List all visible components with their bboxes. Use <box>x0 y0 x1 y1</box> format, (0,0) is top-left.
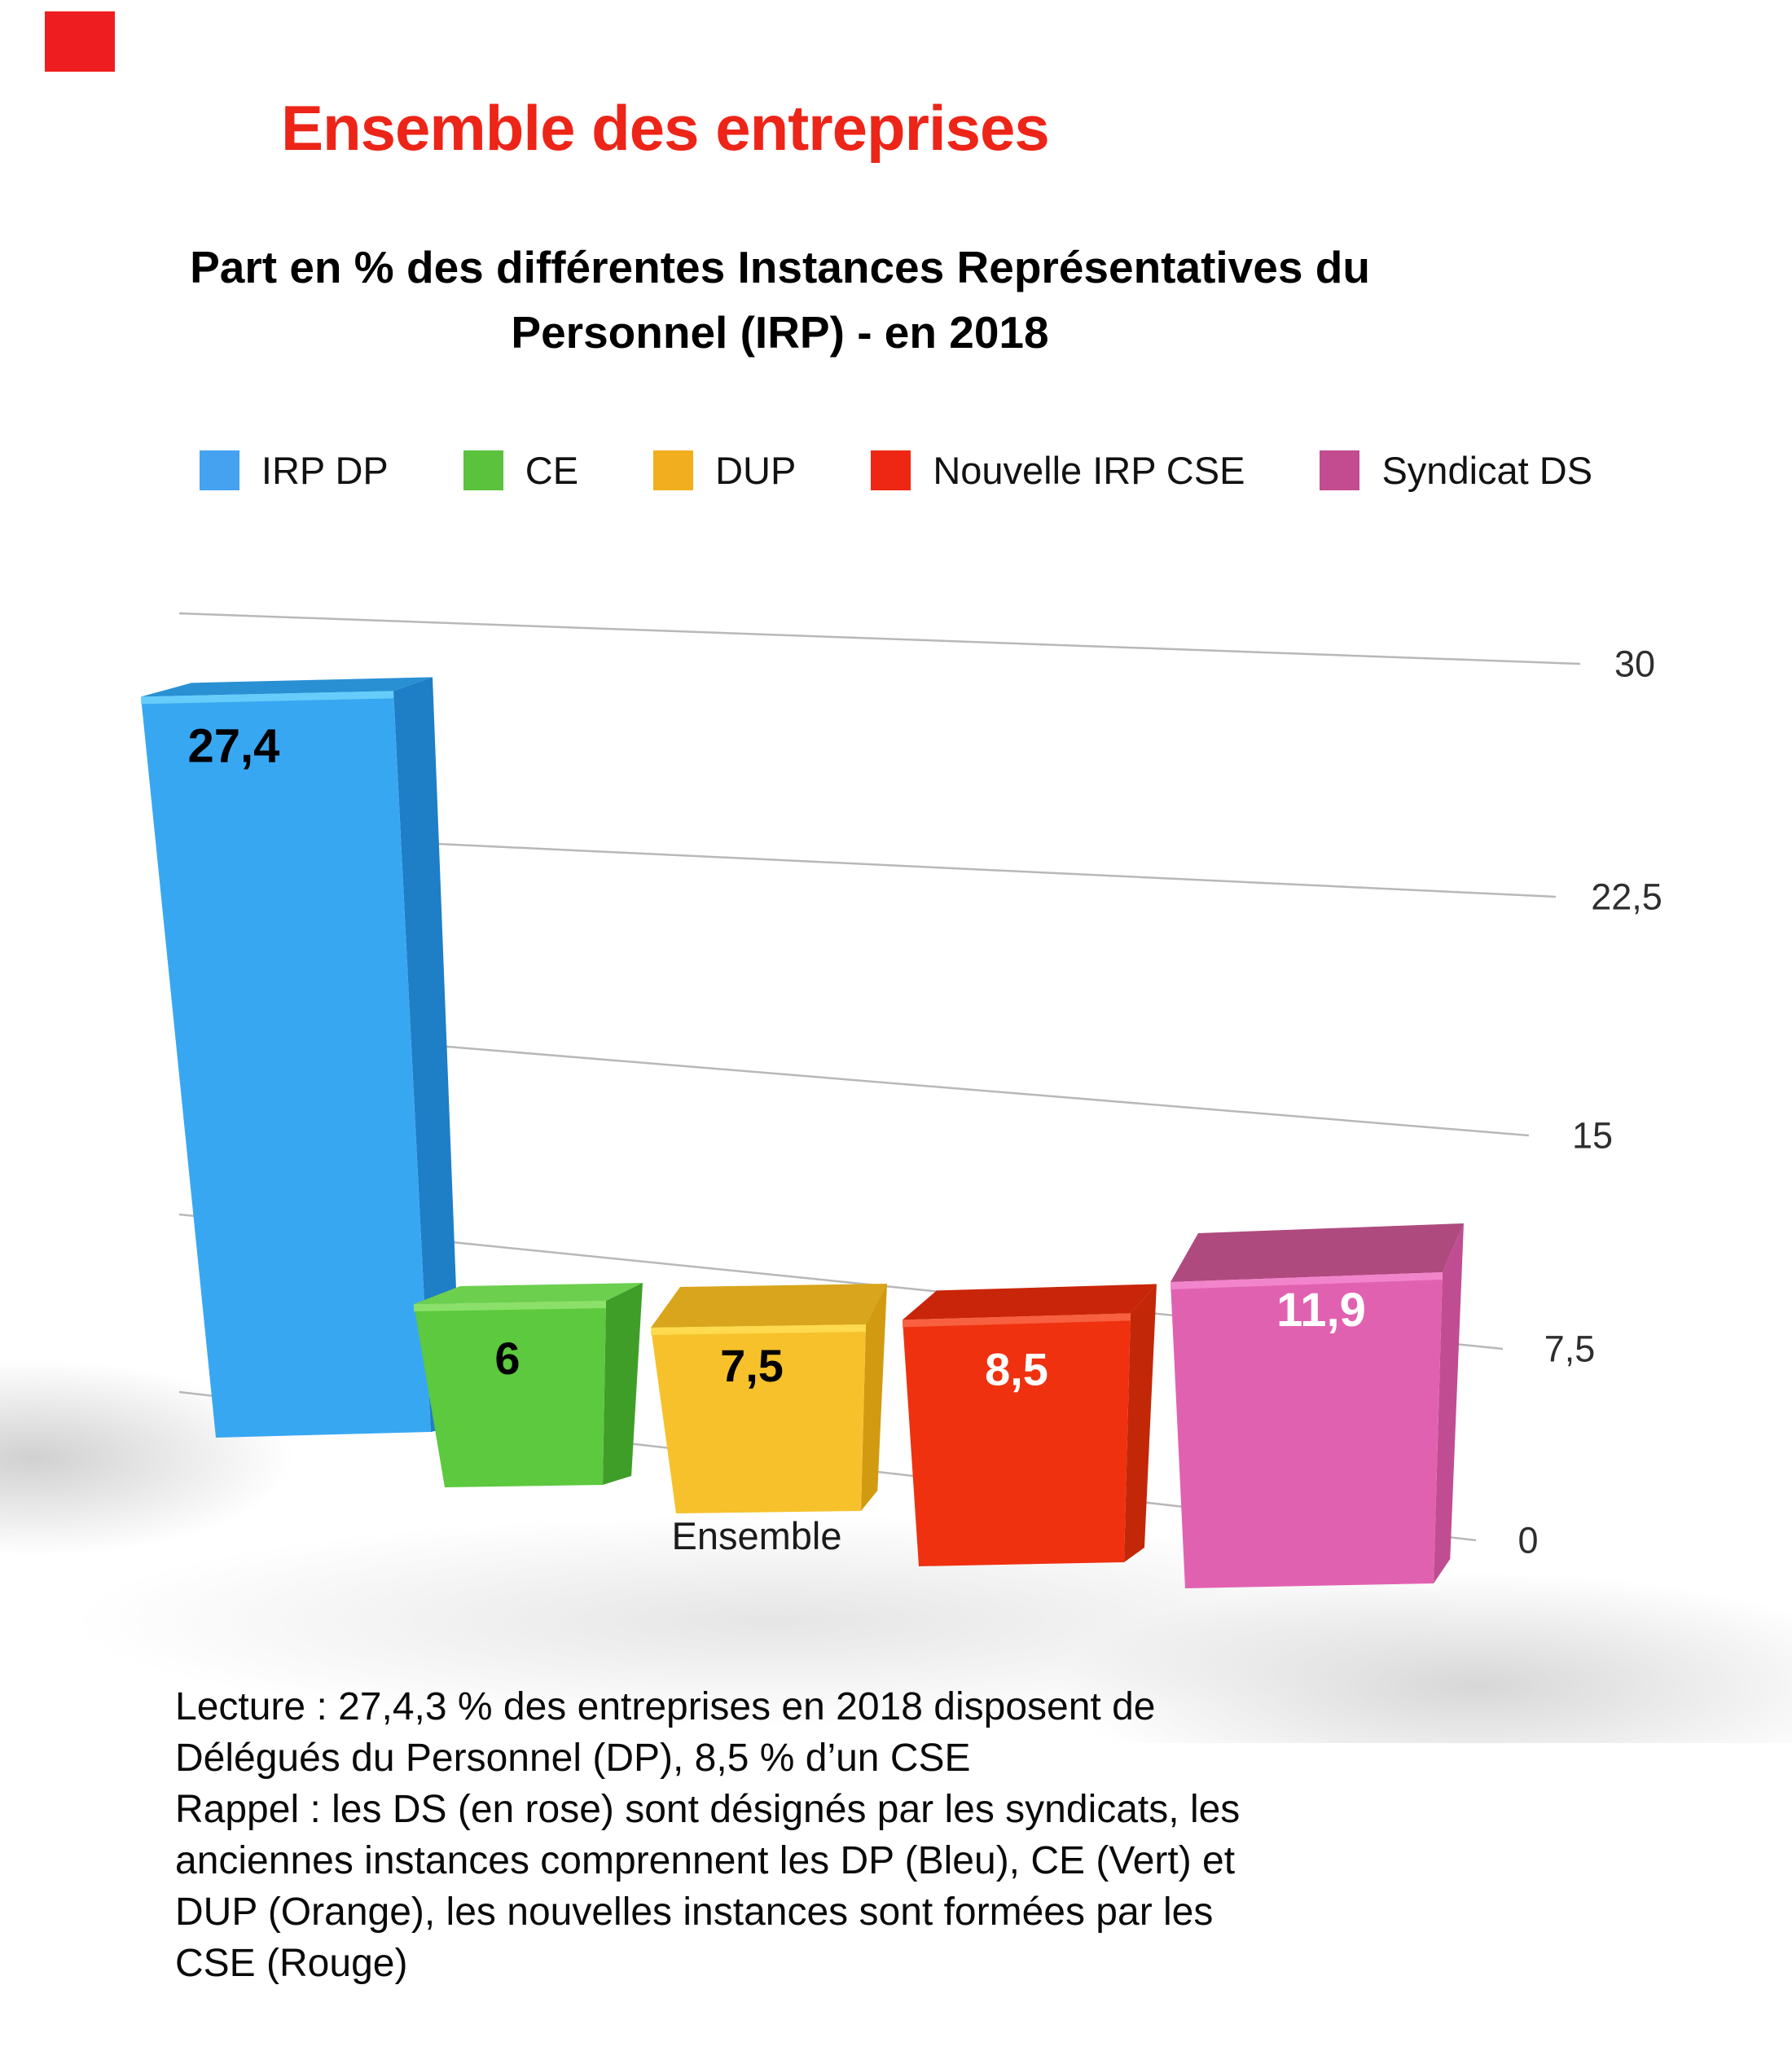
legend-item-syndicat-ds: Syndicat DS <box>1320 448 1592 493</box>
bar-top-face <box>903 1284 1157 1320</box>
bar-value-label: 6 <box>494 1333 520 1384</box>
bar-ce: 6 <box>414 1283 643 1487</box>
legend-swatch-icon <box>653 450 694 490</box>
bar-top-face <box>651 1284 887 1328</box>
bar-top-face <box>1171 1223 1464 1282</box>
bar-chart-3d: 27,4 6 7,5 8,5 11,9 0 7,5 15 22,5 30 Ensemble <box>0 612 1792 1743</box>
bar-front-face <box>1171 1271 1443 1588</box>
chart-subtitle: Part en % des différentes Instances Repr… <box>138 235 1421 365</box>
legend-swatch-icon <box>1320 450 1360 490</box>
red-corner-marker <box>45 11 115 72</box>
chart-legend: IRP DP CE DUP Nouvelle IRP CSE Syndicat DS <box>0 448 1792 493</box>
legend-item-dup: DUP <box>653 448 796 493</box>
subtitle-line-1: Part en % des différentes Instances Repr… <box>190 242 1370 292</box>
bar-side-face <box>603 1283 643 1485</box>
legend-swatch-icon <box>871 450 911 490</box>
bar-side-face <box>393 677 462 1432</box>
bar-bevel-highlight <box>651 1324 866 1335</box>
y-tick-label: 30 <box>1614 643 1655 685</box>
legend-item-irp-dp: IRP DP <box>199 448 389 493</box>
y-tick-label: 0 <box>1517 1520 1538 1561</box>
bar-value-label: 11,9 <box>1276 1284 1366 1337</box>
caption-line: DUP (Orange), les nouvelles instances so… <box>175 1891 1214 1934</box>
bar-top-face <box>414 1283 643 1304</box>
bar-front-face <box>903 1313 1131 1566</box>
y-tick-label: 22,5 <box>1591 876 1662 918</box>
y-tick-label: 7,5 <box>1544 1328 1596 1370</box>
bar-front-face <box>651 1324 866 1513</box>
bar-bevel-highlight <box>903 1313 1131 1328</box>
legend-label: IRP DP <box>261 449 389 492</box>
legend-label: Nouvelle IRP CSE <box>933 449 1245 492</box>
bar-dup: 7,5 <box>651 1284 887 1513</box>
axis-labels: 0 7,5 15 22,5 30 Ensemble <box>672 643 1662 1561</box>
floor-shadow-right <box>1059 1572 1792 1743</box>
legend-item-ce: CE <box>463 448 578 493</box>
bar-syndicat-ds: 11,9 <box>1171 1223 1464 1588</box>
bar-front-face <box>414 1301 606 1487</box>
caption-line: anciennes instances comprennent les DP (… <box>175 1839 1236 1882</box>
legend-label: CE <box>525 449 579 492</box>
page-title: Ensemble des entreprises <box>281 92 1050 164</box>
bar-value-label: 8,5 <box>985 1343 1048 1394</box>
x-axis-category-label: Ensemble <box>672 1514 842 1557</box>
bars: 27,4 6 7,5 8,5 11,9 <box>141 677 1464 1588</box>
legend-label: DUP <box>715 449 797 492</box>
bar-side-face <box>861 1284 887 1511</box>
caption-line: Rappel : les DS (en rose) sont désignés … <box>175 1788 1241 1831</box>
bar-value-label: 7,5 <box>720 1340 784 1391</box>
chart-floor-shadows <box>0 1360 1792 1743</box>
bar-irp-dp: 27,4 <box>141 677 462 1438</box>
bar-bevel-highlight <box>1171 1271 1443 1289</box>
legend-label: Syndicat DS <box>1381 449 1593 492</box>
bar-bevel-highlight <box>141 691 393 705</box>
bar-top-face <box>141 677 433 697</box>
bar-nouvelle-irp-cse: 8,5 <box>903 1284 1157 1566</box>
bar-value-label: 27,4 <box>188 719 280 772</box>
caption-line: Lecture : 27,4,3 % des entreprises en 20… <box>175 1685 1156 1728</box>
legend-swatch-icon <box>463 450 503 490</box>
bar-side-face <box>1124 1284 1157 1562</box>
caption-text: Lecture : 27,4,3 % des entreprises en 20… <box>175 1681 1240 1989</box>
y-tick-label: 15 <box>1572 1115 1613 1157</box>
subtitle-line-2: Personnel (IRP) - en 2018 <box>511 307 1049 358</box>
legend-item-nouvelle-irp-cse: Nouvelle IRP CSE <box>871 448 1245 493</box>
legend-swatch-icon <box>199 450 239 490</box>
bar-bevel-highlight <box>414 1301 606 1311</box>
caption-line: CSE (Rouge) <box>175 1942 408 1985</box>
bar-side-face <box>1434 1223 1464 1583</box>
gridline-30 <box>178 612 1581 665</box>
bar-front-face <box>141 691 431 1438</box>
caption-line: Délégués du Personnel (DP), 8,5 % d’un C… <box>175 1737 971 1780</box>
